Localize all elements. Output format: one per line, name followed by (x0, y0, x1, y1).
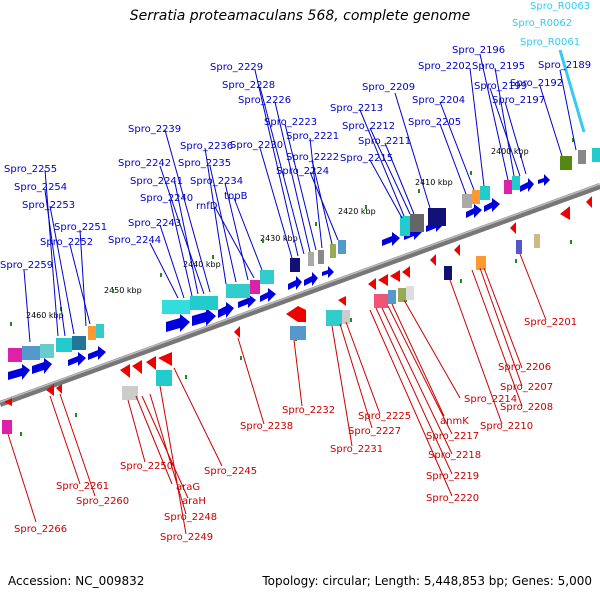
gene-label: Spro_2192 (510, 78, 563, 89)
gene-label: Spro_2259 (0, 260, 53, 271)
gene-label: Spro_2202 (418, 61, 471, 72)
gene-label: Spro_2227 (348, 426, 401, 437)
forward-label-leaders (23, 53, 577, 343)
forward-feature-boxes (8, 148, 600, 362)
gene-label: Spro_2232 (282, 405, 335, 416)
rna-label: Spro_R0061 (520, 37, 580, 48)
gene-label: Spro_2236 (180, 141, 233, 152)
gene-label: Spro_2239 (128, 124, 181, 135)
gene-label: Spro_2222 (286, 152, 339, 163)
gene-label: Spro_2214 (464, 394, 517, 405)
reverse-label-leaders (7, 253, 547, 535)
map-title: Serratia proteamaculans 568, complete ge… (129, 8, 471, 24)
gene-label: Spro_2231 (330, 444, 383, 455)
gene-label: anmK (440, 416, 469, 427)
gene-label: Spro_2211 (358, 136, 411, 147)
gene-label: Spro_2197 (492, 95, 545, 106)
gene-label: Spro_2224 (276, 166, 329, 177)
rna-label: Spro_R0062 (512, 18, 572, 29)
rna-leader (558, 49, 586, 133)
gene-label: Spro_2241 (130, 176, 183, 187)
tick-label: 2450 kbp (104, 286, 142, 295)
tick-label: 2410 kbp (415, 178, 453, 187)
reverse-feature-boxes (2, 234, 540, 434)
forward-strand-genes (8, 174, 550, 380)
gene-label: rnfD (196, 201, 218, 212)
gene-label: Spro_2196 (452, 45, 505, 56)
gene-label: Spro_2266 (14, 524, 67, 535)
tick-label: 2460 kbp (26, 311, 64, 320)
gene-label: Spro_2235 (178, 158, 231, 169)
genome-summary: Topology: circular; Length: 5,448,853 bp… (262, 574, 592, 588)
gene-label: Spro_2228 (222, 80, 275, 91)
gene-label: Spro_2221 (286, 131, 339, 142)
gene-label: Spro_2249 (160, 532, 213, 543)
gene-label: Spro_2243 (128, 218, 181, 229)
gene-label: Spro_2242 (118, 158, 171, 169)
gene-label: Spro_2217 (426, 431, 479, 442)
gene-label: Spro_2245 (204, 466, 257, 477)
gene-label: Spro_2220 (426, 493, 479, 504)
gene-label: Spro_2240 (140, 193, 193, 204)
gene-label: Spro_2244 (108, 235, 161, 246)
gene-label: Spro_2226 (238, 95, 291, 106)
gene-label: Spro_2218 (428, 450, 481, 461)
gene-label: araG (176, 482, 200, 493)
gene-label: Spro_2212 (342, 121, 395, 132)
gene-label: Spro_2207 (500, 382, 553, 393)
gene-label: Spro_2219 (426, 471, 479, 482)
reverse-labels: Spro_2266 Spro_2261 Spro_2260 Spro_2250 … (14, 317, 577, 543)
gene-label: Spro_2205 (408, 117, 461, 128)
gene-label: araH (182, 496, 206, 507)
gene-label: Spro_2210 (480, 421, 533, 432)
gene-label: Spro_2209 (362, 82, 415, 93)
gene-label: Spro_2251 (54, 222, 107, 233)
gene-label: Spro_2225 (358, 411, 411, 422)
gene-label: Spro_2252 (40, 237, 93, 248)
gene-label: Spro_2195 (472, 61, 525, 72)
gene-label: Spro_2253 (22, 200, 75, 211)
rna-label: Spro_R0063 (530, 1, 590, 12)
gene-label: Spro_2234 (190, 176, 243, 187)
gene-label: Spro_2213 (330, 103, 383, 114)
gene-label: Spro_2229 (210, 62, 263, 73)
gene-label: Spro_2189 (538, 60, 591, 71)
gene-label: Spro_2215 (340, 153, 393, 164)
gene-label: Spro_2261 (56, 481, 109, 492)
gene-label: tppB (224, 191, 248, 202)
gene-label: Spro_2204 (412, 95, 465, 106)
tick-label: 2420 kbp (338, 207, 376, 216)
gene-label: Spro_2260 (76, 496, 129, 507)
gene-label: Spro_2254 (14, 182, 67, 193)
forward-labels: Spro_2259 Spro_2255 Spro_2254 Spro_2253 … (0, 45, 591, 271)
gene-label: Spro_2223 (264, 117, 317, 128)
tick-label: 2430 kbp (260, 234, 298, 243)
gene-label: Spro_2199 (474, 81, 527, 92)
genome-backbone (0, 183, 600, 407)
gene-label: Spro_2250 (120, 461, 173, 472)
gene-label: Spro_2206 (498, 362, 551, 373)
rna-labels: Spro_R0063 Spro_R0062 Spro_R0061 (512, 1, 590, 48)
gene-label: Spro_2255 (4, 164, 57, 175)
accession-label: Accession: NC_009832 (8, 574, 145, 588)
gene-label: Spro_2230 (230, 140, 283, 151)
gene-label: Spro_2201 (524, 317, 577, 328)
gene-label: Spro_2238 (240, 421, 293, 432)
gene-label: Spro_2208 (500, 402, 553, 413)
gene-label: Spro_2248 (164, 512, 217, 523)
reverse-strand-genes (4, 196, 592, 406)
